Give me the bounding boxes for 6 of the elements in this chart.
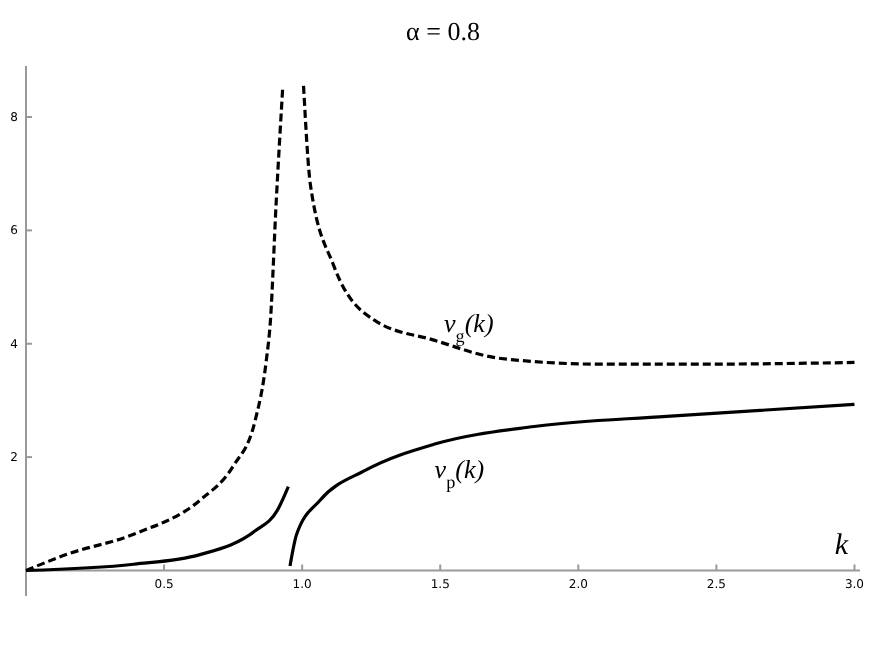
series-label: v$_{g}$(k) xyxy=(444,307,494,346)
series-label: v$_{p}$(k) xyxy=(434,453,485,492)
line-series xyxy=(301,84,857,366)
x-axis-title: k xyxy=(834,530,849,563)
line-series xyxy=(288,402,857,568)
text: α = 0.8 xyxy=(406,16,480,46)
